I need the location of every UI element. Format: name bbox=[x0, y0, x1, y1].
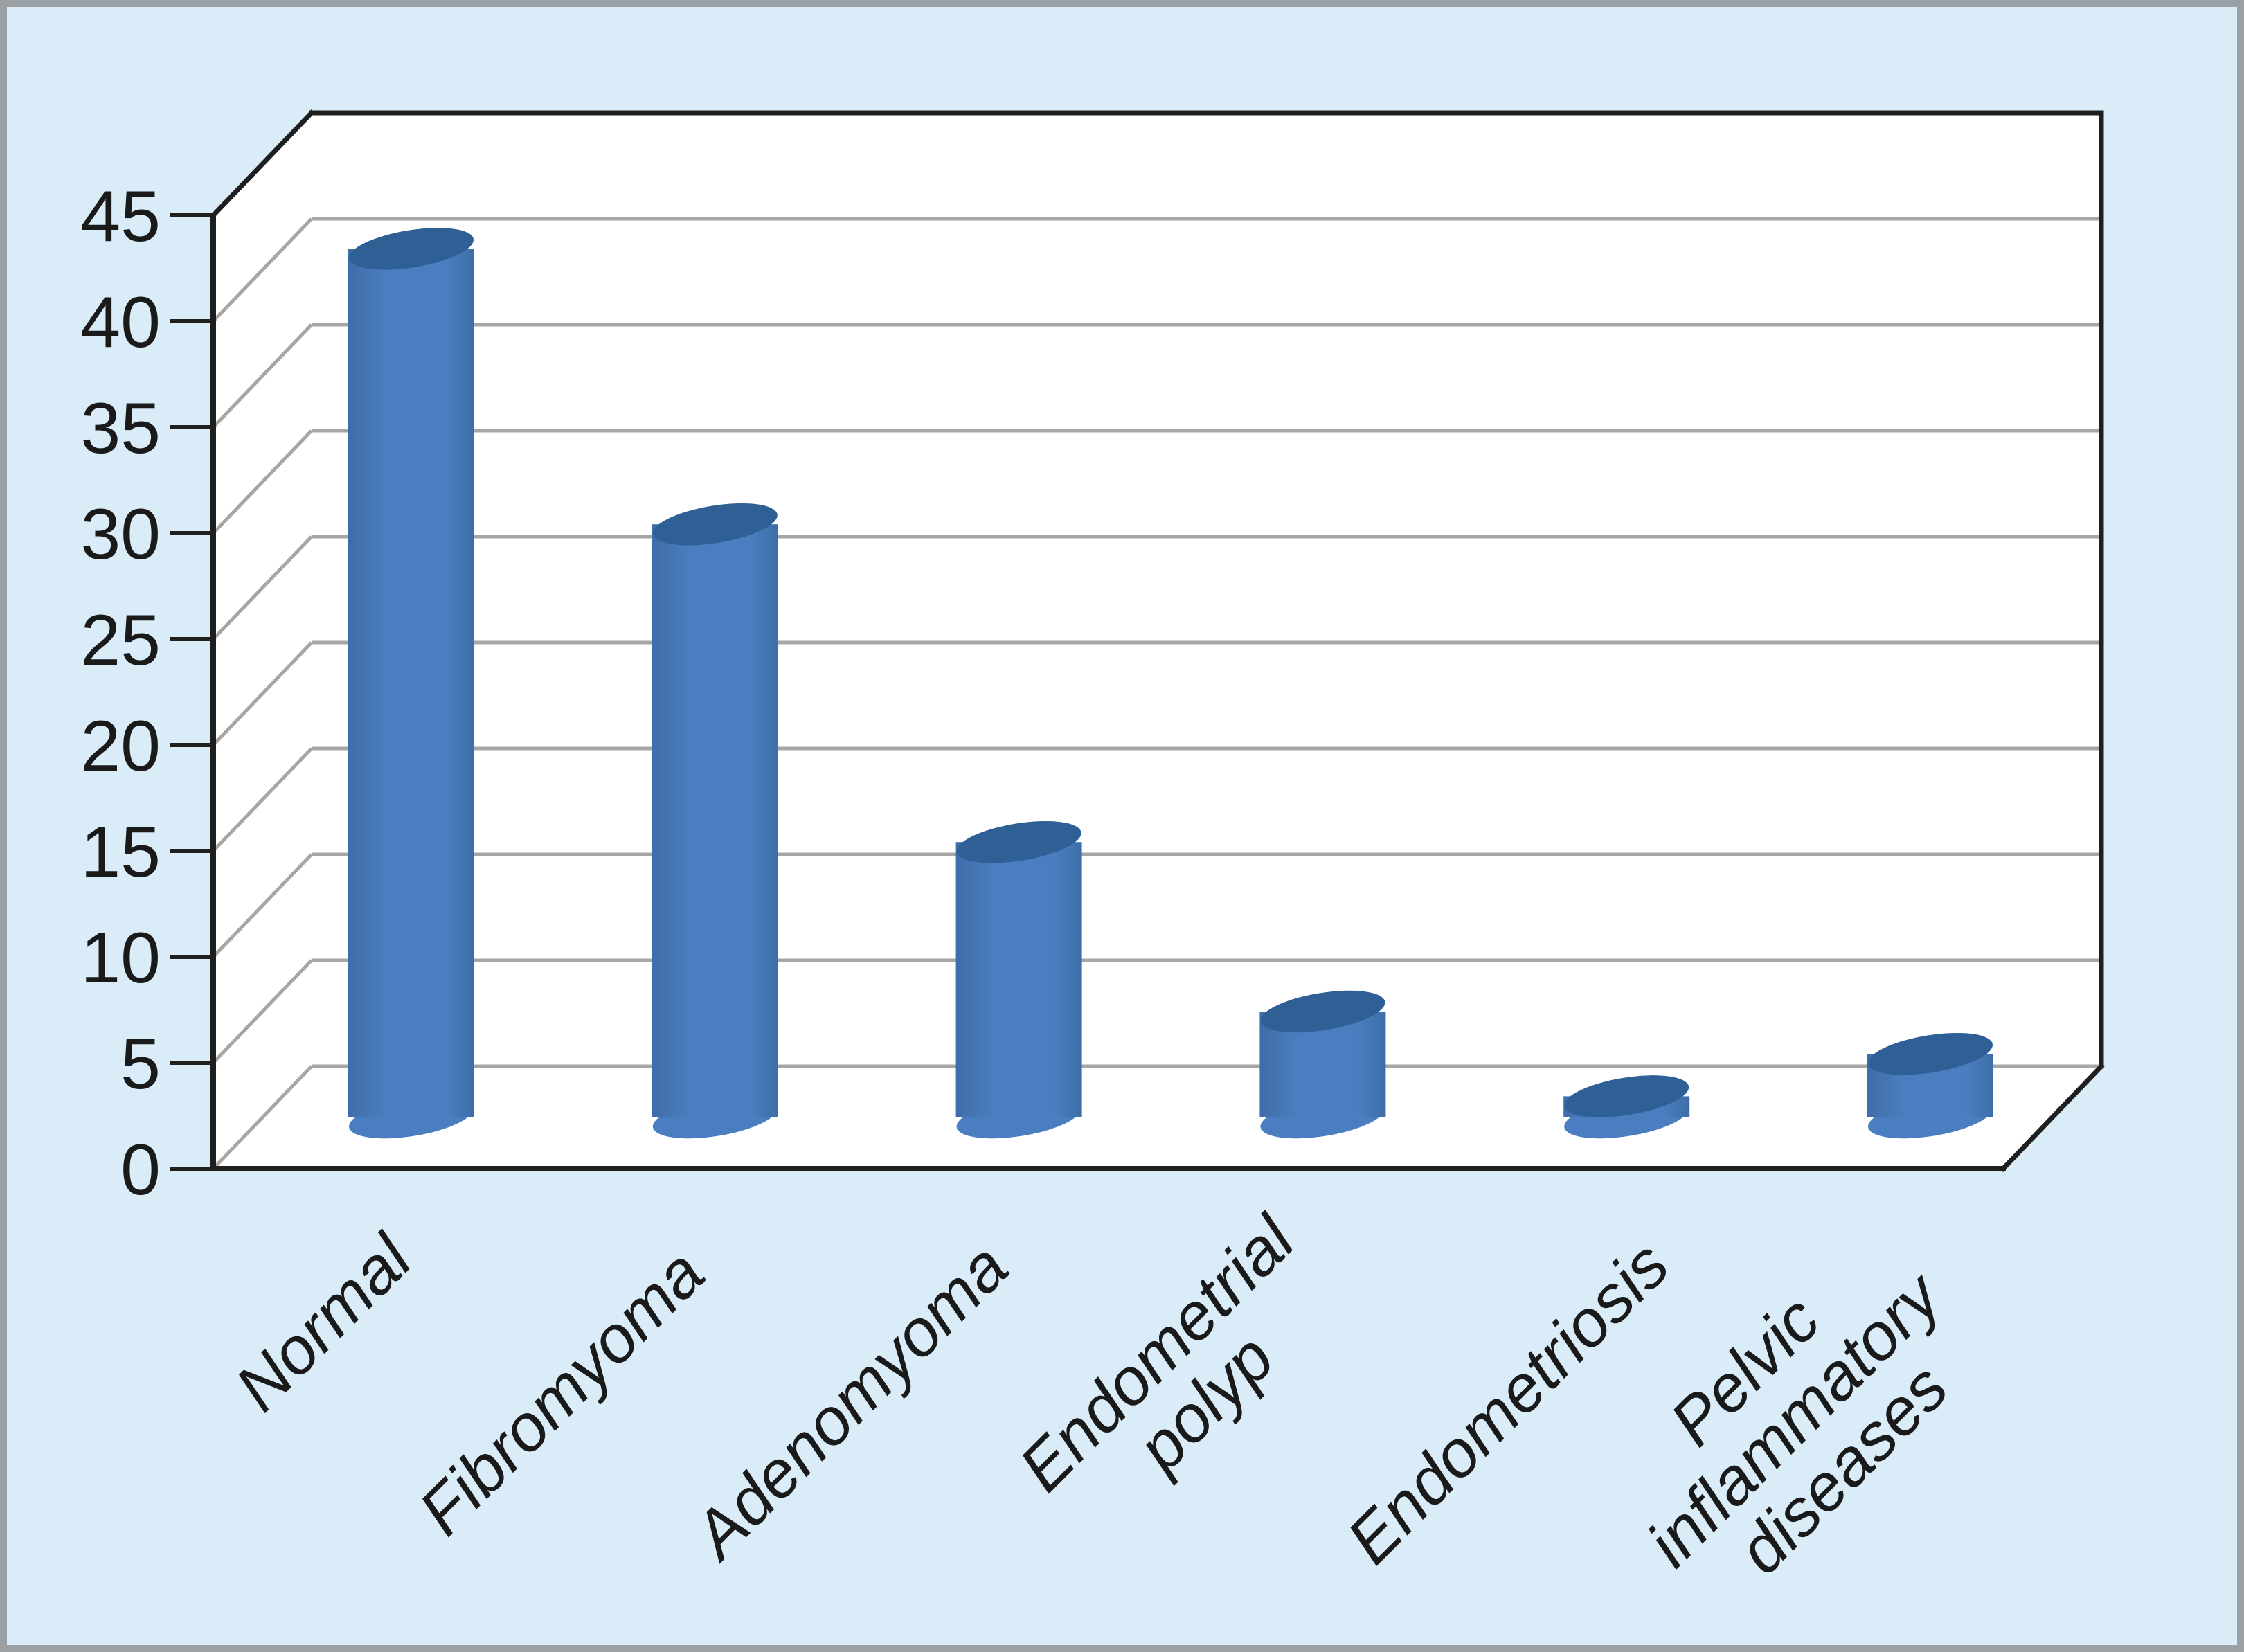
gridline-diagonal bbox=[212, 641, 313, 746]
y-tick-label-5: 5 bbox=[120, 1024, 161, 1104]
floor bbox=[213, 1066, 2101, 1169]
y-tick-label-35: 35 bbox=[80, 388, 161, 469]
y-tick-label-10: 10 bbox=[80, 918, 161, 998]
gridline-diagonal bbox=[212, 747, 313, 852]
gridlines bbox=[212, 217, 2101, 1170]
gridline-diagonal bbox=[212, 535, 313, 640]
cylinder-top bbox=[652, 503, 778, 546]
cylinder-side bbox=[955, 842, 1082, 1117]
gridline-diagonal bbox=[212, 217, 313, 323]
bar-cylinder-4 bbox=[1563, 1075, 1690, 1139]
cylinder-top bbox=[1868, 1032, 1993, 1075]
cylinder-top bbox=[349, 228, 474, 270]
bar-cylinder-5 bbox=[1867, 1032, 1993, 1139]
y-axis: 0 5 10 15 20 25 30 35 40 45 bbox=[80, 177, 215, 1210]
gridline-diagonal bbox=[212, 959, 313, 1064]
y-tick-label-40: 40 bbox=[80, 282, 161, 363]
bar-cylinder-1 bbox=[652, 503, 778, 1139]
bars bbox=[348, 228, 1993, 1139]
cylinder-top bbox=[1564, 1075, 1689, 1117]
gridline-diagonal bbox=[212, 1065, 313, 1170]
bar-cylinder-3 bbox=[1259, 990, 1386, 1139]
gridline-diagonal bbox=[212, 853, 313, 958]
bar-cylinder-0 bbox=[348, 228, 474, 1139]
gridline-diagonal bbox=[212, 429, 313, 535]
y-tick-label-45: 45 bbox=[80, 177, 161, 257]
y-tick-label-25: 25 bbox=[80, 600, 161, 681]
cylinder-top bbox=[956, 820, 1081, 863]
y-tick-label-30: 30 bbox=[80, 494, 161, 575]
back-wall bbox=[312, 113, 2101, 1066]
cylinder-side bbox=[652, 524, 778, 1117]
plot-box-edges bbox=[210, 109, 2105, 1172]
floor-right-edge bbox=[2000, 1063, 2105, 1172]
cylinder-top bbox=[1260, 990, 1385, 1033]
y-tick-label-15: 15 bbox=[80, 812, 161, 892]
bar-cylinder-2 bbox=[955, 820, 1082, 1139]
side-wall bbox=[213, 113, 312, 1169]
top-left-edge bbox=[210, 109, 315, 219]
y-tick-label-20: 20 bbox=[80, 706, 161, 787]
gridline-diagonal bbox=[212, 323, 313, 429]
y-tick-label-0: 0 bbox=[120, 1130, 161, 1210]
cylinder-side bbox=[348, 249, 474, 1117]
